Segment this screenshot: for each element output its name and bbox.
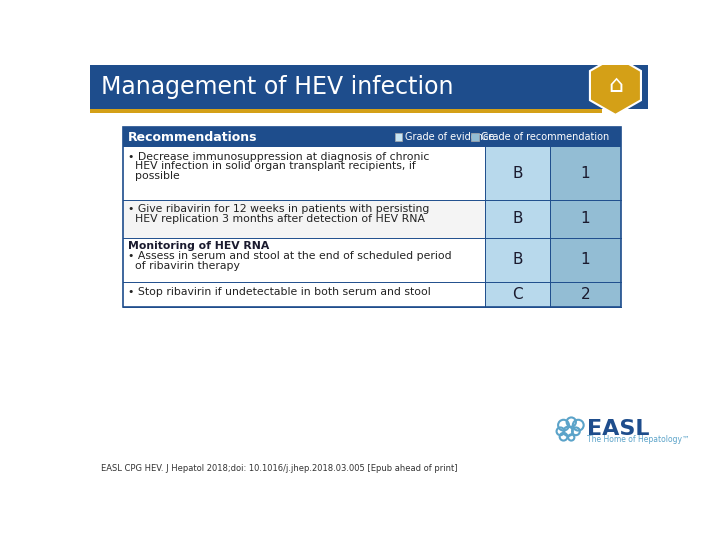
FancyBboxPatch shape (550, 238, 621, 282)
FancyBboxPatch shape (485, 282, 550, 307)
FancyBboxPatch shape (485, 147, 550, 200)
Text: • Give ribavirin for 12 weeks in patients with persisting: • Give ribavirin for 12 weeks in patient… (128, 204, 429, 214)
Text: • Decrease immunosuppression at diagnosis of chronic: • Decrease immunosuppression at diagnosi… (128, 152, 429, 162)
Text: • Stop ribavirin if undetectable in both serum and stool: • Stop ribavirin if undetectable in both… (128, 287, 431, 296)
Text: B: B (513, 211, 523, 226)
Text: Grade of evidence: Grade of evidence (405, 132, 494, 142)
Text: 1: 1 (581, 253, 590, 267)
Text: of ribavirin therapy: of ribavirin therapy (128, 261, 240, 271)
Text: Recommendations: Recommendations (128, 131, 258, 144)
Text: Monitoring of HEV RNA: Monitoring of HEV RNA (128, 241, 269, 251)
FancyBboxPatch shape (90, 110, 601, 113)
Text: Grade of recommendation: Grade of recommendation (482, 132, 610, 142)
FancyBboxPatch shape (472, 133, 479, 141)
Text: EASL: EASL (587, 419, 649, 439)
Text: C: C (513, 287, 523, 302)
FancyBboxPatch shape (550, 282, 621, 307)
FancyBboxPatch shape (122, 147, 485, 200)
Text: 1: 1 (581, 211, 590, 226)
Text: 1: 1 (581, 166, 590, 181)
Text: B: B (513, 253, 523, 267)
FancyBboxPatch shape (550, 147, 621, 200)
FancyBboxPatch shape (485, 200, 550, 238)
FancyBboxPatch shape (485, 238, 550, 282)
Text: HEV replication 3 months after detection of HEV RNA: HEV replication 3 months after detection… (128, 214, 425, 224)
Text: ⌂: ⌂ (608, 73, 623, 97)
FancyBboxPatch shape (90, 65, 648, 110)
FancyBboxPatch shape (122, 282, 485, 307)
Text: The Home of Hepatology™: The Home of Hepatology™ (587, 435, 690, 443)
FancyBboxPatch shape (122, 238, 485, 282)
Text: 2: 2 (581, 287, 590, 302)
Polygon shape (590, 56, 641, 115)
Text: possible: possible (128, 171, 180, 181)
FancyBboxPatch shape (550, 200, 621, 238)
Text: HEV infection in solid organ transplant recipients, if: HEV infection in solid organ transplant … (128, 161, 415, 171)
Text: • Assess in serum and stool at the end of scheduled period: • Assess in serum and stool at the end o… (128, 251, 451, 261)
FancyBboxPatch shape (122, 127, 621, 147)
Text: EASL CPG HEV. J Hepatol 2018;doi: 10.1016/j.jhep.2018.03.005 [Epub ahead of prin: EASL CPG HEV. J Hepatol 2018;doi: 10.101… (101, 464, 457, 473)
Text: Management of HEV infection: Management of HEV infection (101, 75, 454, 99)
Text: B: B (513, 166, 523, 181)
FancyBboxPatch shape (122, 200, 485, 238)
FancyBboxPatch shape (395, 133, 402, 141)
